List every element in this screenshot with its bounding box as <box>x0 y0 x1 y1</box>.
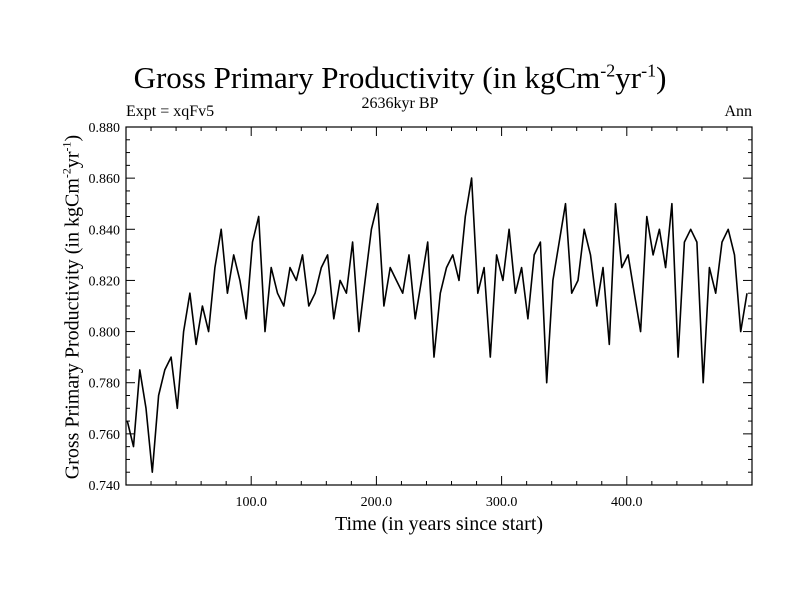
x-tick-label: 400.0 <box>611 495 643 510</box>
experiment-label: Expt = xqFv5 <box>126 103 215 120</box>
season-label: Ann <box>724 103 752 120</box>
chart-title: Gross Primary Productivity (in kgCm-2yr-… <box>133 60 667 95</box>
y-tick-label: 0.800 <box>89 326 121 341</box>
x-tick-label: 200.0 <box>361 495 393 510</box>
y-tick-label: 0.760 <box>89 428 121 443</box>
plot-frame <box>125 126 753 486</box>
y-ticks: 0.740 0.760 0.780 0.800 0.820 0.840 0.860 0.880 <box>89 121 752 494</box>
x-tick-label: 300.0 <box>486 495 518 510</box>
y-tick-label: 0.860 <box>89 172 121 187</box>
y-tick-label: 0.880 <box>89 121 121 136</box>
y-tick-label: 0.820 <box>89 274 121 289</box>
y-tick-label: 0.780 <box>89 377 121 392</box>
y-axis-label: Gross Primary Productivity (in kgCm-2yr-… <box>59 134 84 480</box>
x-tick-label: 100.0 <box>235 495 267 510</box>
x-axis-label: Time (in years since start) <box>334 513 544 535</box>
y-tick-label: 0.840 <box>89 223 121 238</box>
y-tick-label: 0.740 <box>89 479 121 494</box>
chart-subtitle: 2636kyr BP <box>361 95 439 112</box>
series-line <box>126 177 748 473</box>
x-ticks: 100.0 200.0 300.0 400.0 <box>125 127 753 510</box>
